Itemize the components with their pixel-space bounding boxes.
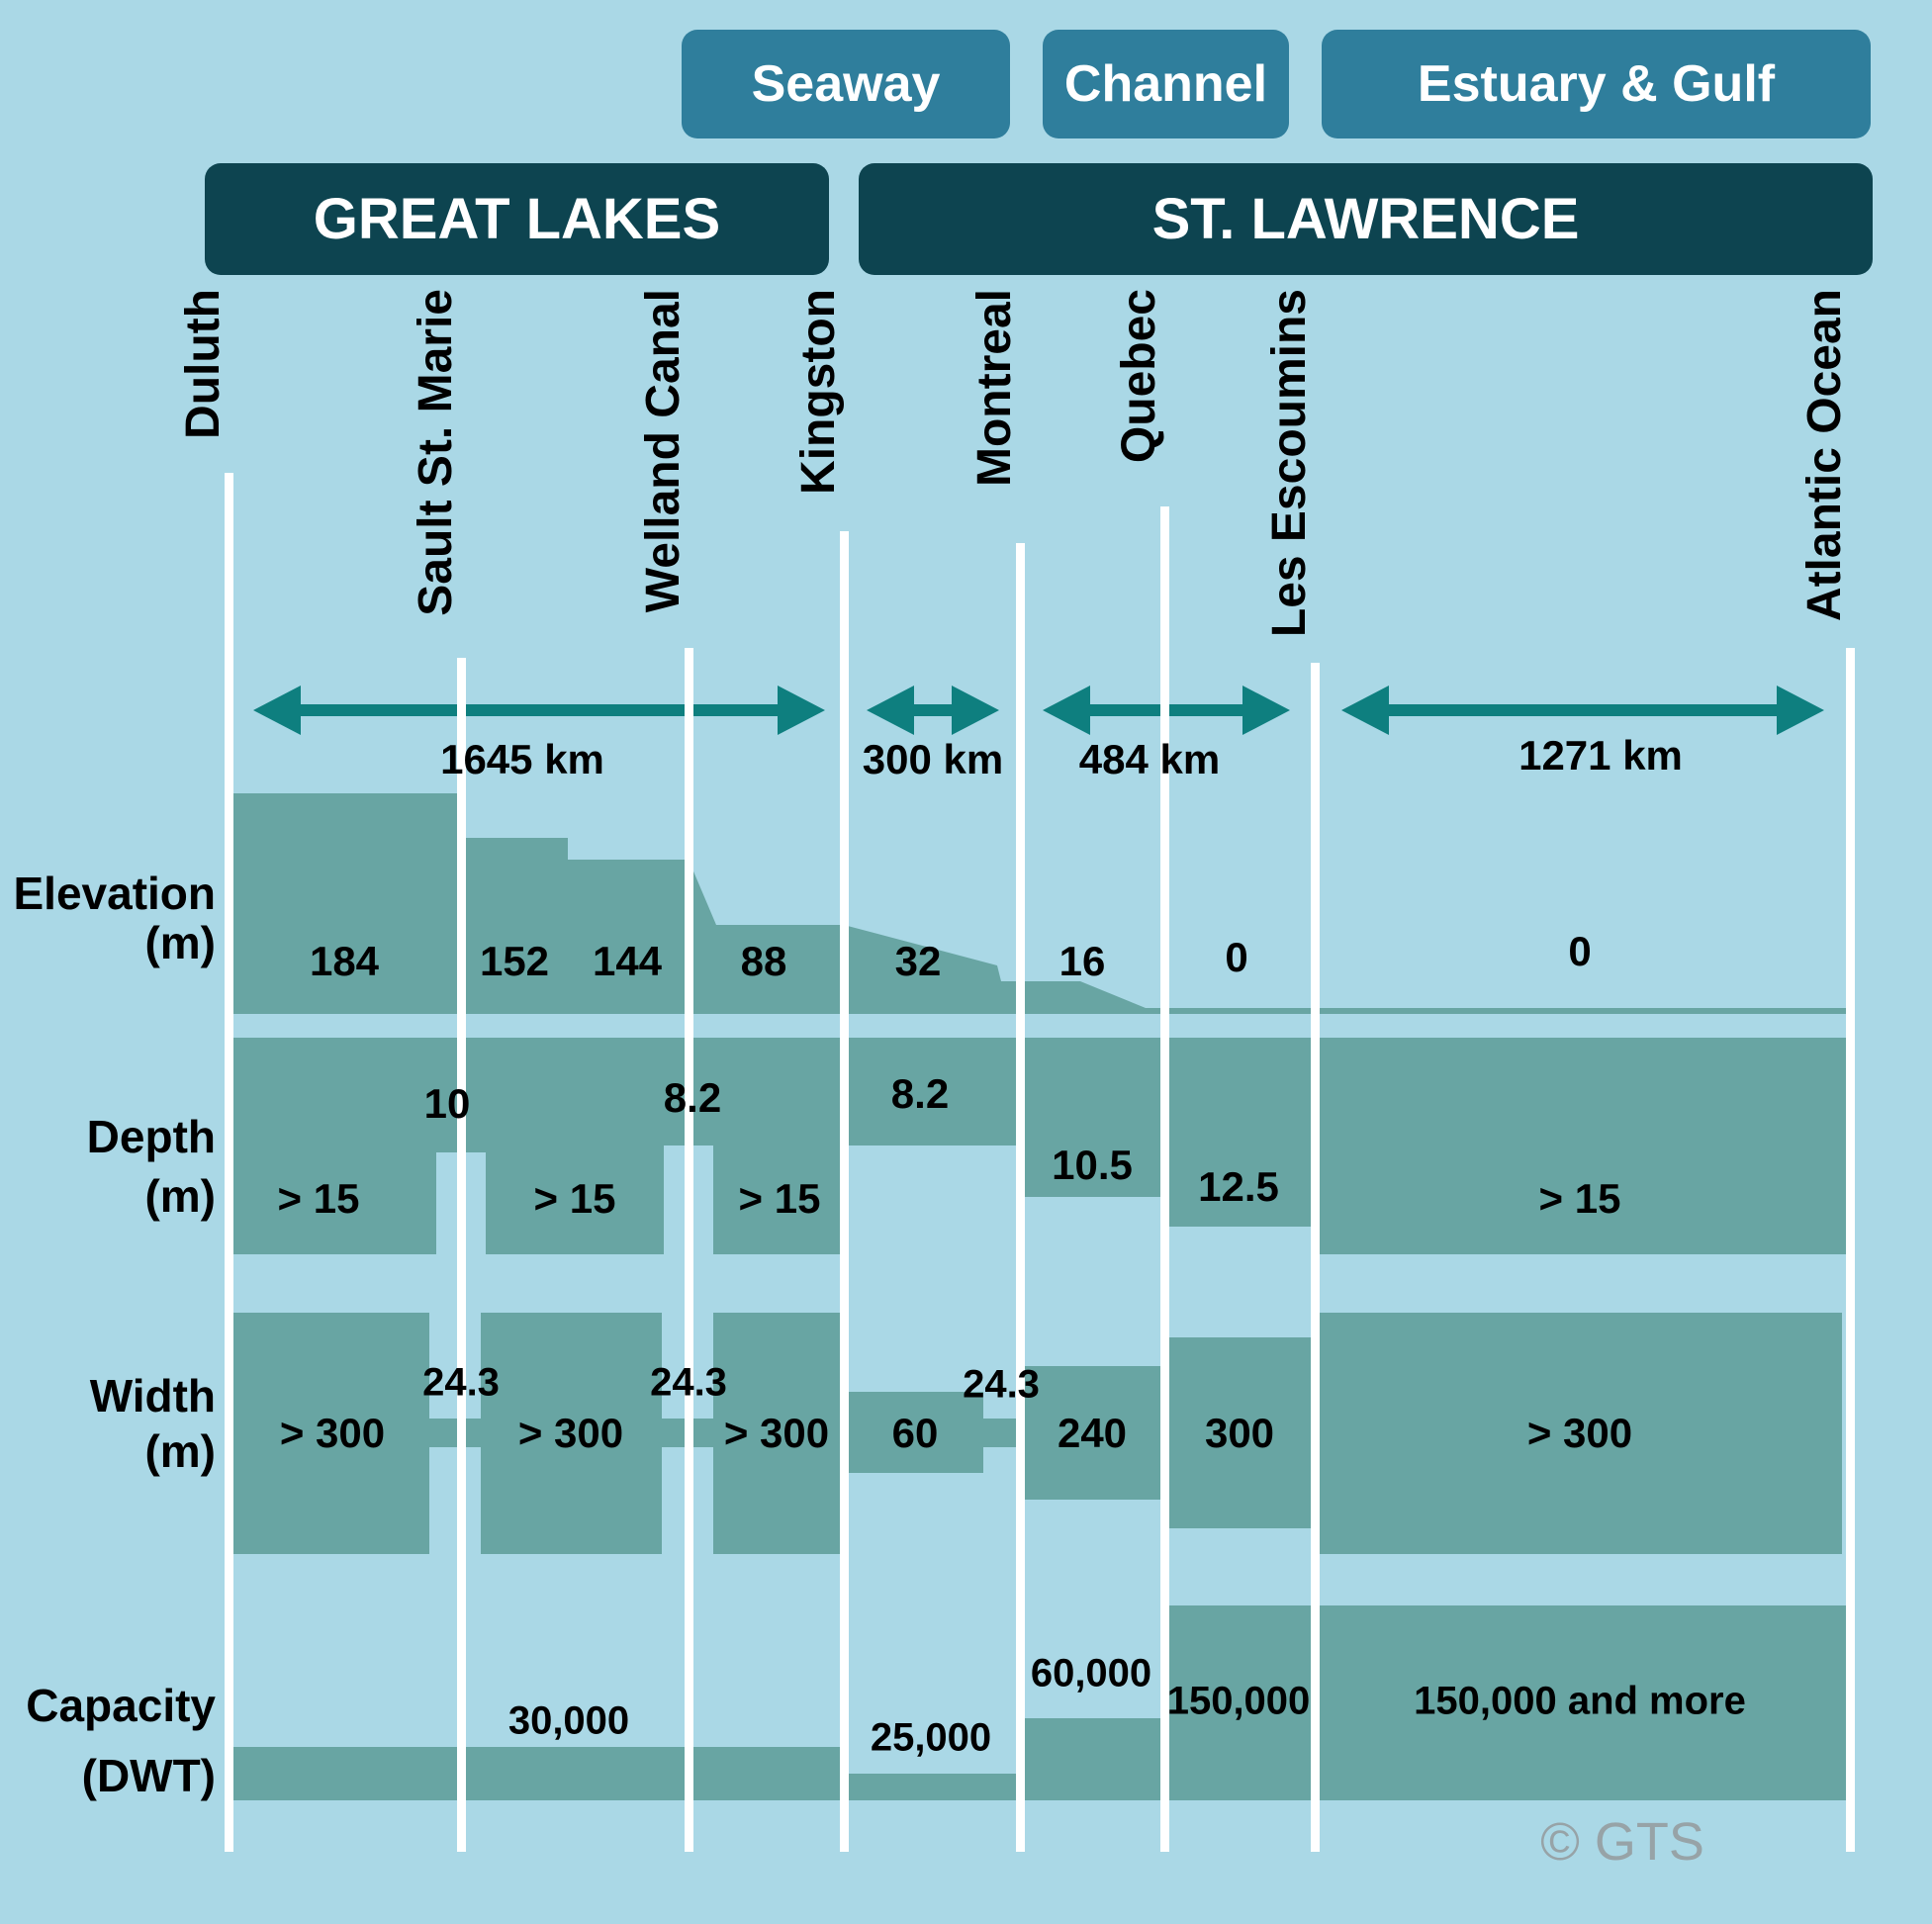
width-value: 60 [891,1410,939,1456]
depth-value: > 15 [277,1175,360,1222]
depth-value: > 15 [533,1175,616,1222]
header-label-estuary-gulf: Estuary & Gulf [1417,55,1776,113]
elevation-value: 144 [592,938,663,984]
distance-arrow-great-lakes [253,686,825,735]
depth-block-gt15 [229,1038,436,1254]
depth-block-8-2 [844,1038,1020,1145]
distance-label-1271km: 1271 km [1518,732,1683,779]
location-line-duluth [225,473,233,1852]
location-label-kingston: Kingston [792,289,845,495]
row-label-depth: Depth [86,1111,216,1162]
depth-value: 8.2 [890,1070,950,1117]
header-box-estuary-gulf: Estuary & Gulf [1322,30,1871,138]
width-block-gt300 [713,1313,840,1554]
capacity-value: 30,000 [507,1698,630,1743]
depth-block-gt15 [486,1038,664,1254]
width-value: 240 [1057,1410,1128,1456]
distance-label-1645km: 1645 km [440,736,604,782]
width-block-300 [1168,1337,1311,1528]
distance-label-484km: 484 km [1078,736,1221,782]
row-unit-depth: (m) [144,1170,216,1222]
depth-value: 10 [423,1080,471,1127]
row-label-capacity: Capacity [26,1680,216,1731]
width-value: 24.3 [422,1360,500,1405]
location-line-atlantic-ocean [1846,648,1855,1852]
width-block-gt300 [481,1313,662,1554]
capacity-value: 150,000 and more [1414,1679,1746,1723]
depth-block-12-5 [1164,1038,1315,1227]
width-value: > 300 [279,1410,386,1456]
location-label-quebec: Quebec [1113,289,1165,464]
width-block-gt300 [229,1313,429,1554]
capacity-block-150000 [1164,1605,1315,1800]
width-block-24-3-lock [429,1419,481,1447]
elevation-value: 88 [740,938,787,984]
capacity-value: 60,000 [1030,1651,1152,1695]
capacity-block-30000 [229,1747,844,1800]
width-block-240 [1024,1366,1160,1500]
width-block-gt300 [1319,1313,1842,1554]
row-label-width: Width [89,1370,216,1421]
distance-label-300km: 300 km [862,736,1004,782]
header-label-seaway: Seaway [751,55,941,113]
distance-arrow-estuary [1341,686,1824,735]
location-line-quebec [1160,506,1169,1852]
header-label-great-lakes: GREAT LAKES [313,187,721,251]
depth-block-gt15 [713,1038,844,1254]
header-box-great-lakes: GREAT LAKES [205,163,829,275]
width-block-60 [848,1392,983,1473]
elevation-value: 0 [1225,934,1248,980]
location-label-montreal: Montreal [968,289,1021,488]
distance-arrow-seaway [867,686,999,735]
depth-value: > 15 [738,1175,821,1222]
location-label-sault-st-marie: Sault St. Marie [410,289,462,616]
width-value: 24.3 [963,1362,1040,1407]
row-unit-width: (m) [144,1425,216,1477]
depth-block-gt15 [1315,1038,1850,1254]
capacity-block-150000-plus [1315,1605,1850,1800]
credit-watermark: © GTS [1540,1812,1704,1872]
location-label-welland-canal: Welland Canal [637,289,690,613]
location-label-atlantic-ocean: Atlantic Ocean [1798,289,1851,622]
capacity-value: 25,000 [870,1715,992,1760]
depth-value: 12.5 [1198,1163,1279,1210]
depth-value: 8.2 [663,1074,722,1121]
depth-block-10-5 [1020,1038,1164,1197]
location-line-kingston [840,531,849,1852]
width-value: > 300 [517,1410,624,1456]
location-label-les-escoumins: Les Escoumins [1263,289,1316,638]
elevation-value: 16 [1058,938,1106,984]
header-box-seaway: Seaway [682,30,1010,138]
location-line-montreal [1016,543,1025,1852]
capacity-value: 150,000 [1166,1679,1311,1723]
row-unit-capacity: (DWT) [81,1750,216,1801]
row-label-elevation: Elevation [13,868,216,919]
width-value: 24.3 [650,1360,727,1405]
elevation-value: 32 [894,938,942,984]
location-line-les-escoumins [1311,663,1320,1852]
capacity-block-60000 [1020,1718,1164,1800]
location-label-duluth: Duluth [177,289,230,439]
header-box-channel: Channel [1043,30,1289,138]
header-label-st-lawrence: ST. LAWRENCE [1151,187,1580,251]
location-line-welland-canal [685,648,693,1852]
elevation-profile-shape [229,793,1852,1014]
location-line-sault-st-marie [457,658,466,1852]
elevation-value: 152 [479,938,550,984]
capacity-block-25000 [844,1774,1020,1800]
width-value: 300 [1204,1410,1275,1456]
elevation-value: 0 [1568,928,1592,974]
elevation-value: 184 [309,938,380,984]
depth-value: 10.5 [1052,1142,1133,1188]
depth-value: > 15 [1538,1175,1621,1222]
width-value: > 300 [723,1410,830,1456]
width-value: > 300 [1526,1410,1633,1456]
header-box-st-lawrence: ST. LAWRENCE [859,163,1873,275]
row-unit-elevation: (m) [144,917,216,968]
header-label-channel: Channel [1063,55,1268,113]
